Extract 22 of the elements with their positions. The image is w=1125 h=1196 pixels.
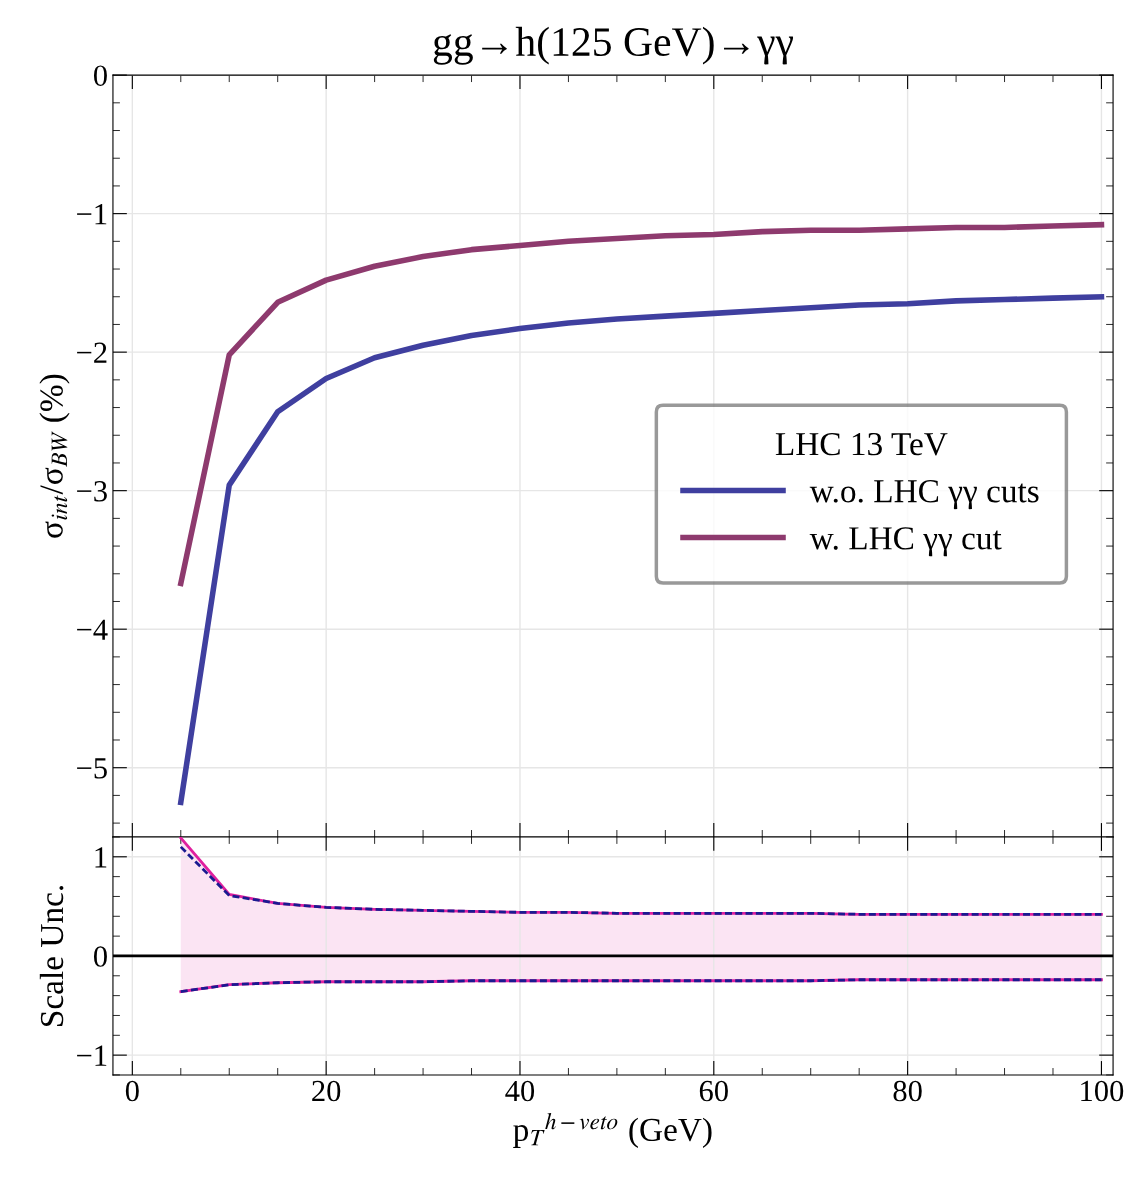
y-axis-title: σ$_{int}$/σ$_{BW}$ (%) [39, 374, 70, 538]
legend-label: w.o. LHC γγ cuts [809, 480, 1039, 510]
x-tick-label: 0 [125, 1080, 139, 1102]
x-tick-label: 60 [699, 1080, 728, 1102]
y-tick-label: −5 [77, 758, 107, 779]
y-tick-label: −1 [77, 204, 107, 225]
x-axis-title: p$_{T}$$^{h−veto}$ (GeV) [513, 1113, 712, 1148]
y-tick-label: −4 [77, 619, 108, 640]
x-tick-label: 40 [505, 1080, 535, 1102]
y-tick-label: −1 [77, 1045, 107, 1066]
x-tick-label: 80 [893, 1080, 922, 1102]
chart-title: gg→h(125 GeV)→γγ [433, 26, 794, 65]
legend-title: LHC 13 TeV [775, 432, 948, 456]
x-tick-label: 20 [312, 1080, 341, 1102]
legend-label: w. LHC γγ cut [809, 527, 1002, 557]
y-tick-label: 0 [93, 65, 107, 87]
y-tick-label: 1 [95, 847, 107, 868]
y-tick-label: −2 [77, 342, 107, 363]
y-axis-title: Scale Unc. [39, 885, 64, 1026]
y-tick-label: 0 [93, 946, 107, 967]
x-tick-label: 100 [1081, 1080, 1124, 1102]
y-tick-label: −3 [77, 481, 107, 502]
